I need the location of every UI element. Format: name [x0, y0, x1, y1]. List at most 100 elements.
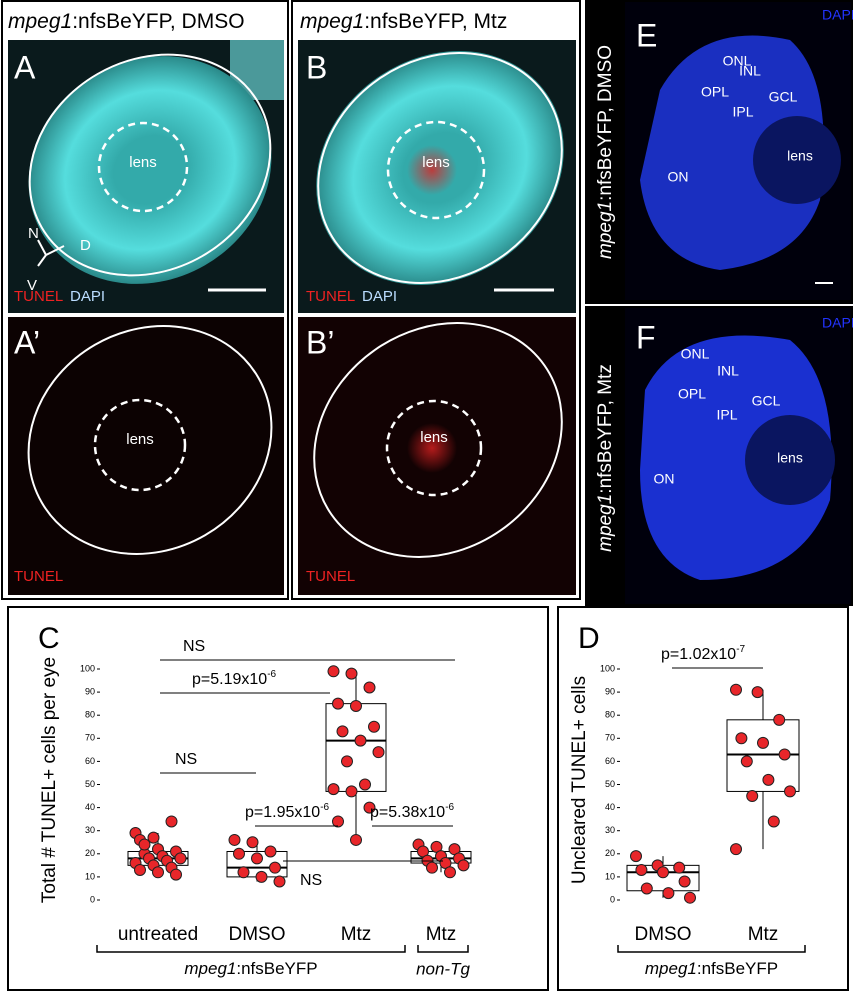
layer-label: GCL: [752, 393, 781, 409]
group-bracket: [96, 945, 406, 953]
title: mpeg1:nfsBeYFP, Mtz: [595, 364, 616, 552]
y-tick-label: 70: [605, 733, 615, 743]
gene-name: mpeg1: [595, 201, 616, 259]
gene-name: mpeg1: [8, 10, 72, 33]
data-point: [273, 875, 286, 888]
annotation: p=5.19x10-6: [192, 669, 277, 689]
data-point: [237, 866, 250, 879]
image: [8, 317, 284, 595]
y-tick-label: 60: [605, 756, 615, 766]
y-tick-label: 40: [605, 802, 615, 812]
x-tick-label: Mtz: [426, 924, 457, 945]
stain-label: TUNEL: [306, 288, 355, 305]
y-axis-label: Uncleared TUNEL+ cells: [569, 676, 590, 884]
panel-label: A: [14, 49, 36, 85]
data-point: [246, 836, 259, 849]
x-tick-label: untreated: [118, 924, 198, 945]
layer-label: IPL: [716, 407, 737, 423]
y-tick-label: 0: [610, 894, 615, 904]
y-tick-label: 10: [85, 871, 95, 881]
annotation: p=1.95x10-6: [245, 802, 330, 822]
layer-label: INL: [739, 63, 761, 79]
x-tick-label: Mtz: [341, 924, 372, 945]
data-point: [363, 801, 376, 814]
data-point: [152, 866, 164, 879]
title: mpeg1:nfsBeYFP, DMSO: [595, 45, 616, 259]
lens-label: lens: [126, 431, 154, 448]
title: mpeg1:nfsBeYFP, DMSO: [8, 10, 245, 33]
y-tick-label: 20: [605, 848, 615, 858]
layer-label: GCL: [769, 89, 798, 105]
data-point: [345, 785, 358, 798]
group-bracket: [617, 945, 806, 953]
data-point: [327, 783, 340, 796]
data-point: [368, 720, 380, 733]
x-tick-label: DMSO: [635, 924, 692, 945]
y-tick-label: 40: [85, 802, 95, 812]
data-point: [673, 861, 686, 874]
frame: [291, 0, 581, 600]
data-point: [332, 815, 344, 828]
data-point: [784, 785, 796, 798]
outline: [313, 322, 563, 558]
outline: [317, 52, 563, 284]
layer-label: ONL: [681, 346, 710, 362]
panel-label: E: [636, 17, 657, 53]
annotation-sup: -6: [320, 802, 329, 813]
y-tick-label: 10: [605, 871, 615, 881]
gene-name: mpeg1: [595, 494, 616, 552]
lens-label: lens: [420, 429, 448, 446]
data-point: [773, 713, 786, 726]
group-label: non-Tg: [416, 959, 470, 978]
layer-label: ON: [654, 471, 675, 487]
data-point: [657, 866, 669, 879]
y-tick-label: 30: [605, 825, 615, 835]
data-point: [228, 833, 241, 846]
data-point: [345, 667, 358, 680]
annotation: NS: [300, 872, 322, 889]
y-tick-label: 90: [605, 686, 615, 696]
data-point: [332, 697, 344, 710]
layer-label: ON: [668, 169, 689, 185]
x-tick-label: DMSO: [229, 924, 286, 945]
stain-label: TUNEL: [14, 288, 63, 305]
image: [407, 423, 457, 473]
data-point: [134, 863, 146, 876]
y-tick-label: 50: [605, 779, 615, 789]
data-point: [757, 736, 769, 749]
stain-label: TUNEL: [14, 568, 63, 585]
y-tick-label: 30: [85, 825, 95, 835]
layer-label: ONL: [723, 53, 752, 69]
panel-label: D: [578, 622, 600, 655]
lens-label: lens: [422, 154, 450, 171]
image: [28, 56, 272, 284]
annotation: NS: [175, 751, 197, 768]
data-point: [165, 815, 178, 828]
data-point: [251, 852, 263, 865]
panel-label: B’: [306, 324, 334, 360]
data-point: [735, 732, 748, 745]
data-point: [255, 870, 268, 883]
axis-label: D: [80, 237, 91, 254]
image: [745, 415, 835, 505]
y-tick-label: 90: [85, 686, 95, 696]
lens-outline: [386, 120, 486, 220]
annotation-sup: -6: [445, 802, 454, 813]
data-point: [730, 683, 742, 696]
data-point: [746, 790, 759, 803]
stain-label: DAPI: [822, 7, 853, 23]
gene-name: mpeg1: [645, 959, 697, 978]
data-point: [426, 861, 438, 874]
title-rest: :nfsBeYFP, DMSO: [595, 45, 616, 201]
y-tick-label: 0: [90, 894, 95, 904]
annotation-sup: -6: [267, 669, 276, 680]
data-point: [751, 686, 764, 699]
gene-name: mpeg1: [300, 10, 364, 33]
data-point: [762, 773, 775, 786]
lens-outline: [385, 399, 483, 497]
stain-label: DAPI: [822, 315, 853, 331]
data-point: [341, 755, 353, 768]
data-point: [359, 778, 371, 791]
